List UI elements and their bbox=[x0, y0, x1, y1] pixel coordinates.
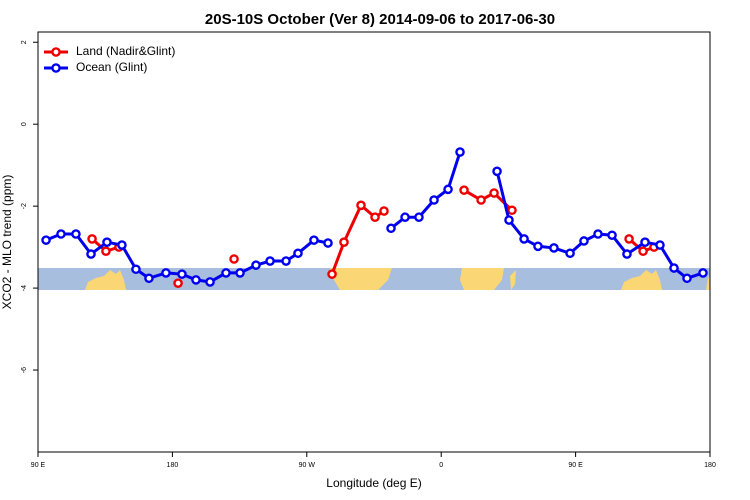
data-point bbox=[191, 275, 201, 285]
data-point bbox=[117, 240, 127, 250]
data-point bbox=[640, 237, 650, 248]
data-point bbox=[265, 256, 275, 266]
data-point bbox=[161, 268, 171, 278]
data-point bbox=[379, 206, 389, 216]
data-point bbox=[356, 200, 366, 211]
y-tick-label: -6 bbox=[21, 367, 28, 373]
data-point bbox=[71, 229, 81, 239]
data-point bbox=[235, 268, 245, 278]
data-point bbox=[414, 212, 424, 223]
data-point bbox=[429, 195, 439, 205]
data-point bbox=[370, 212, 380, 223]
legend-label: Land (Nadir&Glint) bbox=[76, 44, 175, 58]
data-point bbox=[293, 248, 303, 259]
x-tick-label: 180 bbox=[167, 462, 179, 469]
x-tick-label: 180 bbox=[704, 462, 716, 469]
data-point bbox=[492, 166, 502, 177]
data-point bbox=[221, 268, 231, 278]
data-point bbox=[205, 277, 215, 287]
chart-title: 20S-10S October (Ver 8) 2014-09-06 to 20… bbox=[205, 11, 555, 28]
data-point bbox=[669, 263, 679, 273]
data-point bbox=[519, 234, 529, 244]
y-tick-label: 2 bbox=[21, 40, 28, 44]
x-tick-label: 0 bbox=[439, 462, 443, 469]
data-point bbox=[476, 195, 486, 205]
data-point bbox=[281, 256, 291, 266]
data-point bbox=[565, 248, 575, 259]
data-point bbox=[504, 215, 514, 225]
data-point bbox=[698, 268, 708, 278]
land-shape bbox=[510, 270, 516, 290]
data-point bbox=[339, 237, 349, 248]
data-point bbox=[593, 229, 603, 239]
series-line bbox=[495, 170, 704, 280]
y-tick-label: 0 bbox=[21, 122, 28, 126]
data-point bbox=[251, 260, 261, 270]
land-shape bbox=[621, 270, 662, 290]
data-point bbox=[622, 249, 632, 259]
data-point bbox=[177, 269, 187, 279]
legend-marker bbox=[51, 63, 61, 73]
data-point bbox=[459, 185, 469, 195]
data-point bbox=[102, 237, 112, 248]
x-tick-label: 90 E bbox=[31, 462, 46, 469]
data-point bbox=[56, 229, 66, 239]
data-point bbox=[327, 269, 337, 279]
data-point bbox=[455, 147, 465, 157]
data-point bbox=[400, 212, 410, 223]
x-axis-label: Longitude (deg E) bbox=[326, 476, 421, 490]
data-point bbox=[323, 238, 333, 248]
data-point bbox=[386, 223, 396, 234]
data-point bbox=[507, 205, 517, 216]
data-point bbox=[549, 243, 559, 253]
data-point bbox=[443, 184, 453, 195]
y-tick-label: -4 bbox=[21, 285, 28, 291]
data-point bbox=[144, 273, 154, 284]
data-point bbox=[533, 241, 543, 252]
data-point bbox=[638, 246, 648, 257]
x-tick-label: 90 W bbox=[299, 462, 316, 469]
y-axis-label: XCO2 - MLO trend (ppm) bbox=[0, 175, 14, 310]
plot-frame bbox=[37, 31, 711, 453]
data-point bbox=[229, 254, 239, 264]
x-tick-label: 90 E bbox=[568, 462, 583, 469]
data-point bbox=[41, 235, 51, 245]
legend-label: Ocean (Glint) bbox=[76, 60, 147, 74]
data-point bbox=[309, 235, 319, 245]
land-shape bbox=[460, 268, 504, 290]
y-tick-label: -2 bbox=[21, 203, 28, 209]
data-point bbox=[607, 230, 617, 241]
data-point bbox=[86, 249, 96, 259]
data-point bbox=[131, 264, 141, 275]
data-point bbox=[173, 278, 183, 288]
data-point bbox=[87, 234, 97, 244]
data-point bbox=[682, 273, 692, 284]
legend-marker bbox=[51, 47, 61, 57]
land-shape bbox=[706, 276, 710, 290]
data-point bbox=[579, 236, 589, 246]
data-point bbox=[489, 188, 499, 198]
data-point bbox=[655, 240, 665, 250]
land-shape bbox=[330, 268, 392, 290]
data-point bbox=[101, 246, 111, 257]
land-shape bbox=[85, 270, 126, 290]
data-point bbox=[624, 234, 634, 244]
